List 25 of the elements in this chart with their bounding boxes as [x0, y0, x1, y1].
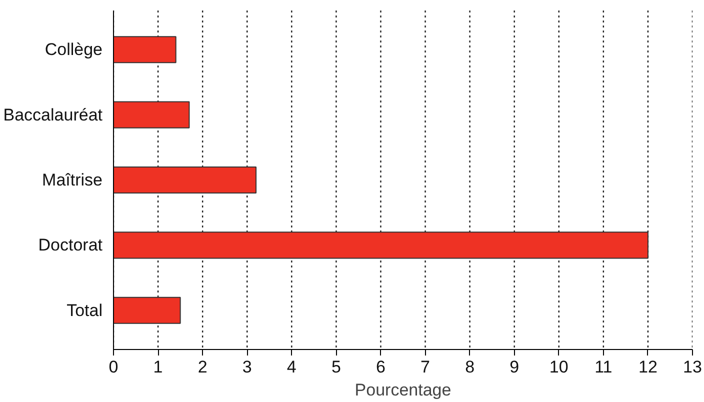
- y-tick-label: Baccalauréat: [3, 105, 103, 124]
- x-tick-label: 1: [153, 358, 163, 376]
- bar: [114, 166, 257, 194]
- y-tick-label: Doctorat: [38, 236, 103, 255]
- x-tick-label: 11: [594, 358, 612, 376]
- x-axis-title: Pourcentage: [354, 380, 452, 400]
- x-tick-label: 0: [108, 358, 118, 376]
- x-tick-label: 7: [420, 358, 430, 376]
- y-tick-label: Total: [66, 300, 103, 320]
- x-tick-label: 3: [242, 358, 252, 376]
- y-tick-label: Maîtrise: [42, 170, 103, 190]
- x-tick-label: 9: [510, 358, 520, 376]
- x-tick-label: 2: [198, 358, 208, 376]
- x-tick-label: 13: [683, 358, 702, 376]
- bar: [114, 36, 176, 64]
- x-tick-label: 8: [465, 358, 475, 376]
- x-tick-label: 6: [376, 358, 386, 376]
- x-tick-label: 4: [286, 358, 296, 376]
- x-tick-label: 12: [638, 358, 658, 376]
- bar: [114, 296, 181, 324]
- bar: [114, 232, 648, 259]
- x-tick-label: 5: [331, 358, 341, 376]
- bar: [114, 101, 190, 128]
- x-tick-label: 10: [549, 358, 568, 376]
- y-tick-label: Collège: [44, 40, 103, 60]
